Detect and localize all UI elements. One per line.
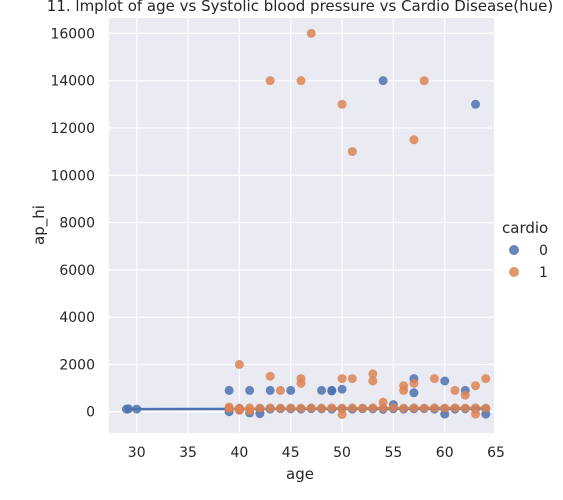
point-cardio-1 (265, 403, 275, 413)
point-cardio-1 (234, 359, 244, 369)
point-cardio-1 (409, 135, 419, 145)
x-tick-label: 60 (436, 445, 454, 461)
point-cardio-1 (460, 390, 470, 400)
legend-title: cardio (502, 219, 548, 237)
y-tick-label: 8000 (59, 216, 95, 232)
point-cardio-1 (429, 374, 439, 384)
point-cardio-1 (234, 405, 244, 415)
point-cardio-1 (337, 410, 347, 420)
point-cardio-1 (255, 403, 265, 413)
point-cardio-1 (327, 403, 337, 413)
legend-marker-1 (509, 267, 519, 277)
x-axis-label: age (286, 465, 314, 483)
scatter-points (121, 28, 491, 420)
point-cardio-1 (245, 406, 255, 416)
point-cardio-1 (296, 76, 306, 86)
point-cardio-1 (399, 403, 409, 413)
point-cardio-1 (460, 403, 470, 413)
point-cardio-0 (245, 385, 255, 395)
point-cardio-1 (317, 403, 327, 413)
y-tick-label: 0 (86, 405, 95, 421)
point-cardio-1 (347, 403, 357, 413)
point-cardio-1 (471, 381, 481, 391)
y-tick-label: 4000 (59, 310, 95, 326)
point-cardio-1 (450, 403, 460, 413)
point-cardio-0 (471, 99, 481, 109)
point-cardio-1 (265, 371, 275, 381)
legend-marker-0 (509, 245, 519, 255)
point-cardio-1 (378, 403, 388, 413)
point-cardio-1 (440, 403, 450, 413)
point-cardio-1 (409, 403, 419, 413)
x-tick-label: 40 (230, 445, 248, 461)
y-tick-label: 12000 (50, 121, 95, 137)
y-tick-labels: 0 2000 4000 6000 8000 10000 12000 14000 16000 (50, 26, 95, 420)
y-tick-label: 2000 (59, 357, 95, 373)
point-cardio-1 (286, 403, 296, 413)
point-cardio-1 (409, 378, 419, 388)
point-cardio-0 (132, 404, 142, 414)
point-cardio-0 (409, 388, 419, 398)
x-tick-label: 35 (179, 445, 197, 461)
point-cardio-1 (450, 385, 460, 395)
point-cardio-0 (440, 376, 450, 386)
y-axis-label: ap_hi (30, 205, 49, 245)
point-cardio-0 (124, 404, 134, 414)
point-cardio-1 (347, 374, 357, 384)
chart-title: 11. lmplot of age vs Systolic blood pres… (47, 0, 553, 15)
point-cardio-1 (337, 403, 347, 413)
point-cardio-0 (337, 384, 347, 394)
legend-label-0: 0 (539, 243, 548, 259)
x-tick-label: 45 (282, 445, 300, 461)
x-tick-labels: 30 35 40 45 50 55 60 65 (128, 445, 505, 461)
point-cardio-1 (368, 376, 378, 386)
point-cardio-1 (419, 403, 429, 413)
legend: cardio 0 1 (502, 219, 548, 281)
point-cardio-0 (224, 385, 234, 395)
point-cardio-1 (368, 403, 378, 413)
point-cardio-1 (296, 403, 306, 413)
point-cardio-1 (265, 76, 275, 86)
point-cardio-1 (368, 369, 378, 379)
point-cardio-1 (399, 385, 409, 395)
point-cardio-1 (306, 28, 316, 38)
point-cardio-1 (275, 403, 285, 413)
point-cardio-0 (286, 385, 296, 395)
point-cardio-1 (429, 403, 439, 413)
y-tick-label: 6000 (59, 263, 95, 279)
point-cardio-1 (347, 147, 357, 157)
legend-label-1: 1 (539, 265, 548, 281)
point-cardio-1 (337, 374, 347, 384)
x-tick-label: 50 (333, 445, 351, 461)
point-cardio-1 (337, 99, 347, 109)
point-cardio-1 (481, 403, 491, 413)
y-tick-label: 16000 (50, 26, 95, 42)
point-cardio-1 (419, 76, 429, 86)
point-cardio-0 (378, 76, 388, 86)
x-tick-label: 30 (128, 445, 146, 461)
point-cardio-1 (388, 403, 398, 413)
grid-lines (109, 18, 497, 433)
point-cardio-0 (317, 385, 327, 395)
point-cardio-0 (327, 386, 337, 396)
point-cardio-1 (481, 374, 491, 384)
y-tick-label: 10000 (50, 168, 95, 184)
point-cardio-0 (265, 385, 275, 395)
y-tick-label: 14000 (50, 74, 95, 90)
x-tick-label: 55 (384, 445, 402, 461)
point-cardio-1 (224, 403, 234, 413)
point-cardio-1 (275, 385, 285, 395)
point-cardio-1 (358, 403, 368, 413)
point-cardio-1 (471, 409, 481, 419)
point-cardio-1 (296, 378, 306, 388)
x-tick-label: 65 (487, 445, 505, 461)
point-cardio-1 (471, 403, 481, 413)
point-cardio-1 (306, 403, 316, 413)
